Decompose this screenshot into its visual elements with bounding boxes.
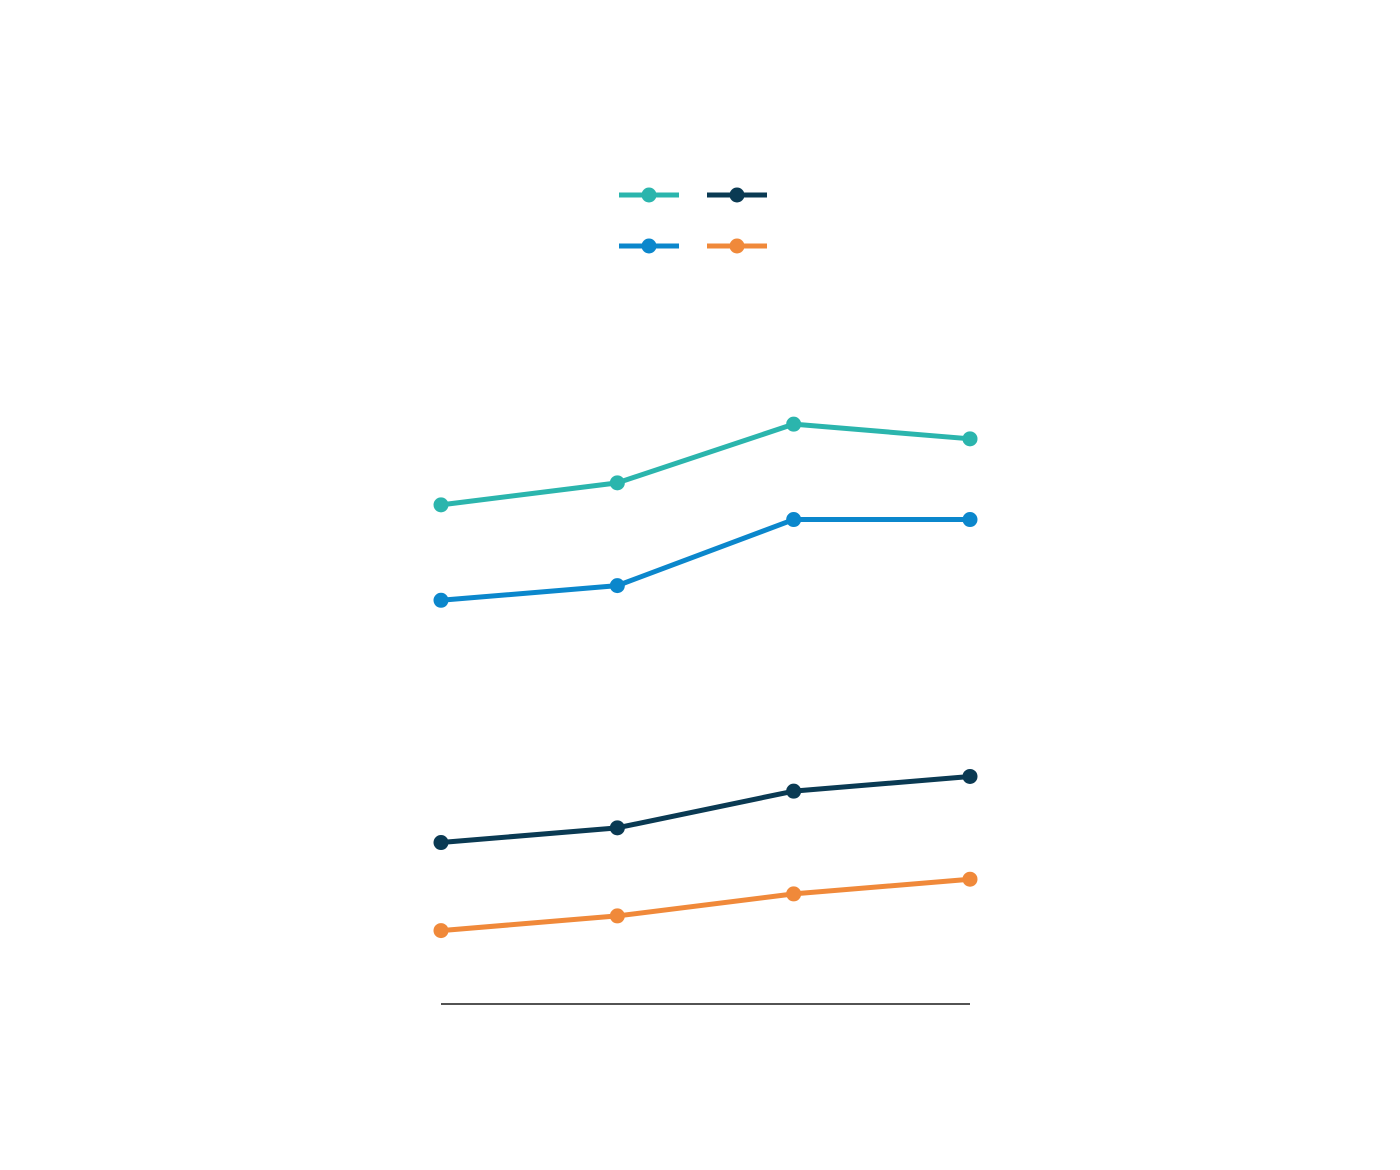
legend-item-series-2 [619,238,679,254]
series-1-line [438,421,973,508]
series-2-point-2 [609,578,625,594]
series-2-point-4 [962,512,978,528]
legend-swatch-marker [641,187,657,203]
series-3-point-2 [609,820,625,836]
series-1-point-1 [433,497,449,513]
series-4 [433,871,978,939]
series-3 [433,768,978,851]
series-4-point-4 [962,871,978,887]
series-1 [433,416,978,513]
series-2 [433,512,978,608]
series-1-point-4 [962,431,978,447]
series-4-point-2 [609,908,625,924]
plot-area [433,416,978,939]
series-2-point-1 [433,592,449,608]
series-2-line [438,517,973,603]
series-2-point-3 [786,512,802,528]
legend-item-series-4 [707,238,767,254]
series-3-point-4 [962,768,978,784]
legend-swatch-marker [729,238,745,254]
series-4-point-3 [786,886,802,902]
series-1-point-2 [609,475,625,491]
series-3-point-1 [433,835,449,851]
series-1-point-3 [786,416,802,432]
series-4-line [438,876,973,934]
legend-item-series-1 [619,187,679,203]
series-4-point-1 [433,923,449,939]
legend-swatch-marker [729,187,745,203]
legend-item-series-3 [707,187,767,203]
series-3-point-3 [786,783,802,799]
series-3-line [438,773,973,846]
legend-swatch-marker [641,238,657,254]
legend [619,187,767,254]
